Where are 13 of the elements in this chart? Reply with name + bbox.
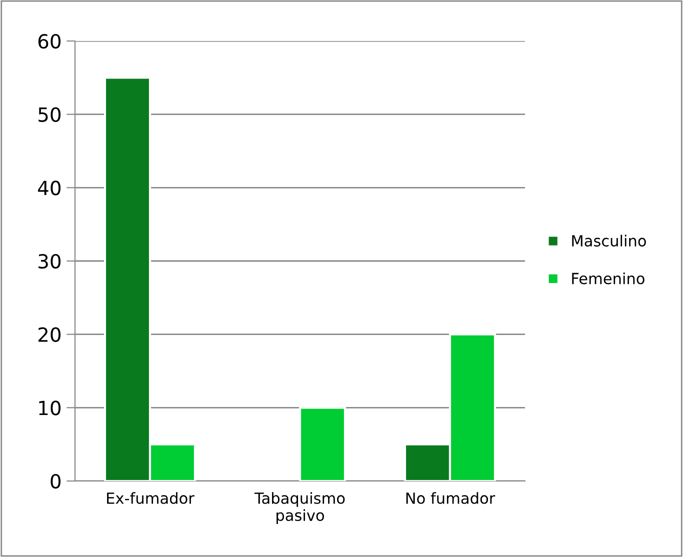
y-tick-label: 30 — [38, 254, 61, 269]
y-tick-label: 50 — [38, 107, 61, 122]
legend-label: Masculino — [572, 234, 646, 247]
x-tick-label: Tabaquismo pasivo — [254, 492, 345, 524]
bar — [298, 406, 346, 481]
y-tick-label: 20 — [38, 327, 61, 342]
y-tick-label: 0 — [50, 474, 61, 489]
legend-label: Femenino — [572, 272, 644, 284]
x-tick-label: No fumador — [406, 492, 496, 504]
x-tick-label: Ex-fumador — [107, 492, 194, 504]
y-tick-label: 40 — [38, 180, 61, 196]
y-tick-label: 10 — [39, 400, 61, 416]
y-tick-label: 60 — [38, 34, 61, 49]
